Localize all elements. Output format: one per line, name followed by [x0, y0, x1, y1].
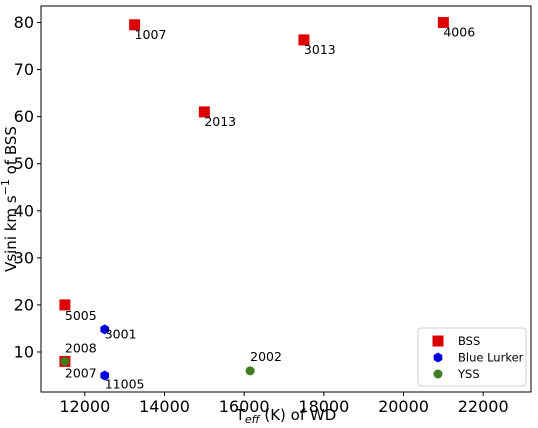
data-point: [100, 324, 110, 335]
axis-ticks: 12000 14000 16000 18000 20000 22000 10 20 30 40 50…: [14, 13, 509, 416]
x-tick-label: 20000: [378, 397, 429, 416]
y-tick-label: 30: [14, 248, 34, 267]
point-label: 3013: [304, 42, 336, 57]
x-tick-label: 12000: [59, 397, 110, 416]
data-point: [198, 106, 210, 118]
data-point: [245, 366, 255, 376]
plot-frame: [40, 5, 532, 393]
data-point: [100, 370, 110, 381]
legend-label: BSS: [458, 334, 480, 348]
x-axis-label-rest: (K) of WD: [260, 406, 337, 424]
legend: BSS Blue Lurker YSS: [417, 327, 527, 387]
y-tick-label: 60: [14, 107, 34, 126]
point-label: 2007: [65, 365, 97, 380]
data-point: [129, 19, 141, 31]
x-axis-label-sub: eff: [245, 413, 261, 426]
point-label: 2008: [65, 340, 97, 355]
point-label: 3001: [105, 326, 137, 341]
x-axis-label-main: T: [235, 406, 246, 424]
y-tick-label: 70: [14, 60, 34, 79]
point-label: 1007: [135, 27, 167, 42]
point-label: 4006: [443, 24, 475, 39]
legend-label: Blue Lurker: [458, 351, 524, 365]
x-tick-label: 16000: [219, 397, 270, 416]
x-tick-label: 14000: [139, 397, 190, 416]
y-tick-label: 50: [14, 154, 34, 173]
x-tick-label: 18000: [298, 397, 349, 416]
y-axis-label-main: Vsini km s: [2, 195, 20, 272]
data-point: [59, 299, 71, 311]
point-label: 5005: [65, 308, 97, 323]
x-tick-label: 22000: [458, 397, 509, 416]
x-axis-label: Teff (K) of WD: [235, 406, 337, 426]
data-points: [59, 16, 449, 381]
data-point: [60, 356, 70, 366]
legend-marker: [433, 352, 443, 363]
y-axis-label-sup: −1: [0, 179, 12, 195]
point-labels: 1007 3013 4006 2013 5005 2007 3001 11005 2008 200…: [65, 24, 475, 391]
y-tick-label: 40: [14, 201, 34, 220]
point-label: 11005: [105, 377, 145, 392]
y-tick-label: 80: [14, 13, 34, 32]
legend-marker: [432, 335, 444, 347]
legend-label: YSS: [457, 367, 480, 381]
legend-marker: [433, 369, 443, 379]
y-tick-label: 10: [14, 342, 34, 361]
y-axis-label: Vsini km s−1 of BSS: [0, 126, 20, 272]
data-point: [298, 34, 310, 46]
y-tick-label: 20: [14, 295, 34, 314]
point-label: 2002: [250, 349, 282, 364]
point-label: 2013: [204, 114, 236, 129]
legend-box: [417, 327, 527, 387]
data-point: [437, 16, 449, 28]
y-axis-label-rest: of BSS: [2, 126, 20, 179]
